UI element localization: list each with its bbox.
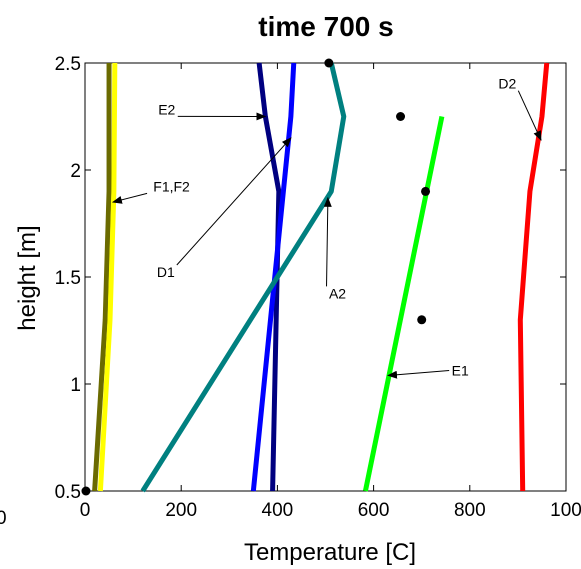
series-line	[256, 62, 282, 492]
annotation-label: A2	[329, 285, 346, 301]
x-axis-label: Temperature [C]	[244, 539, 416, 566]
plot-area: 0 200 400 600 800 100 0.5 1 1.5 2 2.5 E2 D1 F1,F2 A2 D2…	[55, 54, 581, 521]
x-tick-label: 400	[262, 500, 294, 521]
y-tick-label: 2	[70, 161, 81, 182]
annotation-label: D2	[498, 76, 516, 92]
series-line	[97, 62, 118, 492]
x-tick-label: 800	[454, 500, 486, 521]
annotation-label: F1,F2	[153, 178, 190, 194]
x-tick-label: 200	[165, 500, 197, 521]
series-line	[92, 63, 112, 492]
annotation-arrow	[323, 196, 332, 287]
annotation-arrow	[111, 192, 148, 204]
y-axis-label: height [m]	[14, 225, 41, 330]
annotation-label: D1	[157, 264, 175, 280]
x-tick-label: 100	[550, 500, 581, 521]
y-tick-label: 0.5	[55, 482, 81, 503]
annotation-label: E2	[158, 101, 175, 117]
data-marker	[396, 112, 406, 121]
series-line	[517, 62, 550, 492]
series-line	[140, 62, 347, 493]
y-tick-label: 1	[70, 375, 81, 396]
annotation-label: E1	[452, 362, 469, 378]
data-marker	[81, 486, 91, 496]
y-tick-label: 1.5	[55, 268, 81, 289]
series-line	[362, 115, 445, 492]
annotation-arrow	[176, 137, 292, 266]
series-line	[250, 62, 297, 492]
data-marker	[421, 186, 431, 196]
annotation-arrow	[387, 369, 450, 379]
data-marker	[324, 58, 334, 68]
x-tick-label: 0	[80, 500, 91, 521]
clipped-left-label: 0	[0, 508, 7, 529]
chart-title: time 700 s	[258, 11, 393, 42]
annotation-arrow	[517, 90, 542, 141]
data-marker	[417, 315, 427, 325]
x-tick-label: 600	[358, 500, 390, 521]
y-tick-label: 2.5	[55, 54, 81, 75]
